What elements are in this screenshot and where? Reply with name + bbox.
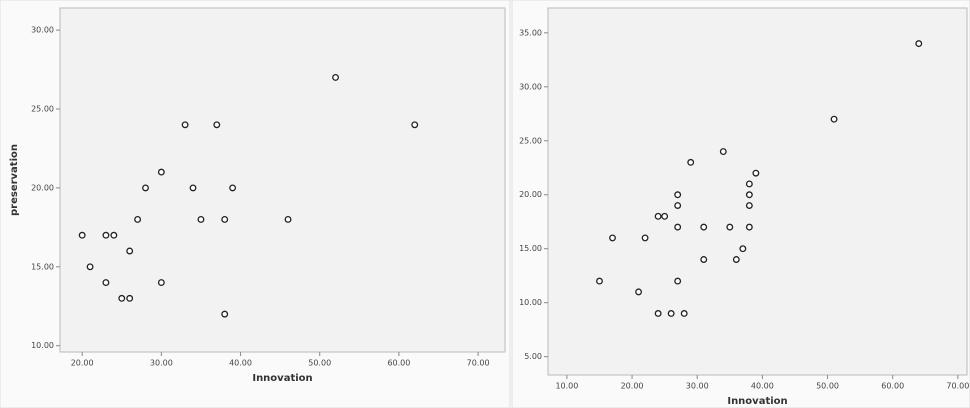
point (675, 192, 681, 198)
x-tick-label: 70.00 (946, 382, 969, 391)
point (222, 311, 228, 317)
y-tick-label: 25.00 (519, 136, 542, 145)
point (285, 217, 291, 223)
y-tick-label: 35.00 (519, 28, 542, 37)
point (753, 170, 759, 176)
point (740, 246, 746, 252)
point (103, 280, 109, 286)
y-tick-label: 20.00 (31, 183, 54, 192)
point (610, 235, 616, 241)
point (727, 224, 733, 230)
x-tick-label: 30.00 (686, 382, 709, 391)
x-tick-label: 60.00 (881, 382, 904, 391)
point (597, 278, 603, 284)
x-tick-label: 20.00 (71, 359, 94, 368)
point (182, 122, 188, 128)
x-tick-label: 10.00 (555, 382, 578, 391)
point (636, 289, 642, 295)
point (159, 280, 165, 286)
x-tick-label: 60.00 (387, 359, 410, 368)
y-tick-label: 10.00 (519, 298, 542, 307)
point (127, 296, 133, 302)
point (412, 122, 418, 128)
point (747, 224, 753, 230)
point (655, 311, 661, 317)
point (214, 122, 220, 128)
point (79, 232, 85, 238)
y-axis-label: preservation (9, 144, 20, 216)
point (747, 203, 753, 209)
point (87, 264, 93, 270)
point (198, 217, 204, 223)
point (143, 185, 149, 191)
screenshot: 20.00 30.00 40.00 50.00 60.00 70.00 10.00 15.00… (0, 0, 970, 408)
point (747, 192, 753, 198)
point (642, 235, 648, 241)
point (720, 149, 726, 155)
y-tick-label: 20.00 (519, 190, 542, 199)
y-tick-label: 15.00 (519, 244, 542, 253)
point (701, 224, 707, 230)
point (333, 75, 339, 81)
y-tick-label: 30.00 (31, 26, 54, 35)
point (916, 41, 922, 47)
point (135, 217, 141, 223)
point (688, 160, 694, 166)
x-tick-label: 40.00 (229, 359, 252, 368)
y-tick-label: 30.00 (519, 82, 542, 91)
point (675, 203, 681, 209)
x-tick-label: 70.00 (467, 359, 490, 368)
point (675, 278, 681, 284)
x-tick-label: 40.00 (751, 382, 774, 391)
point (668, 311, 674, 317)
point (127, 248, 133, 254)
point (655, 214, 661, 220)
point (159, 169, 165, 175)
y-tick-label: 5.00 (524, 352, 542, 361)
point (734, 257, 740, 263)
x-tick-label: 20.00 (621, 382, 644, 391)
point (103, 232, 109, 238)
y-tick-label: 25.00 (31, 104, 54, 113)
x-axis-label: Innovation (252, 373, 312, 384)
y-tick-label: 10.00 (31, 341, 54, 350)
point (119, 296, 125, 302)
x-tick-label: 50.00 (816, 382, 839, 391)
point (675, 224, 681, 230)
point (701, 257, 707, 263)
x-tick-label: 30.00 (150, 359, 173, 368)
plot-area (548, 8, 967, 375)
y-tick-label: 15.00 (31, 262, 54, 271)
point (111, 232, 117, 238)
point (662, 214, 668, 220)
point (681, 311, 687, 317)
point (747, 181, 753, 187)
point (190, 185, 196, 191)
x-tick-label: 50.00 (308, 359, 331, 368)
point (222, 217, 228, 223)
x-axis-label: Innovation (727, 396, 787, 407)
point (831, 116, 837, 122)
point (230, 185, 236, 191)
plot-area (60, 8, 505, 352)
